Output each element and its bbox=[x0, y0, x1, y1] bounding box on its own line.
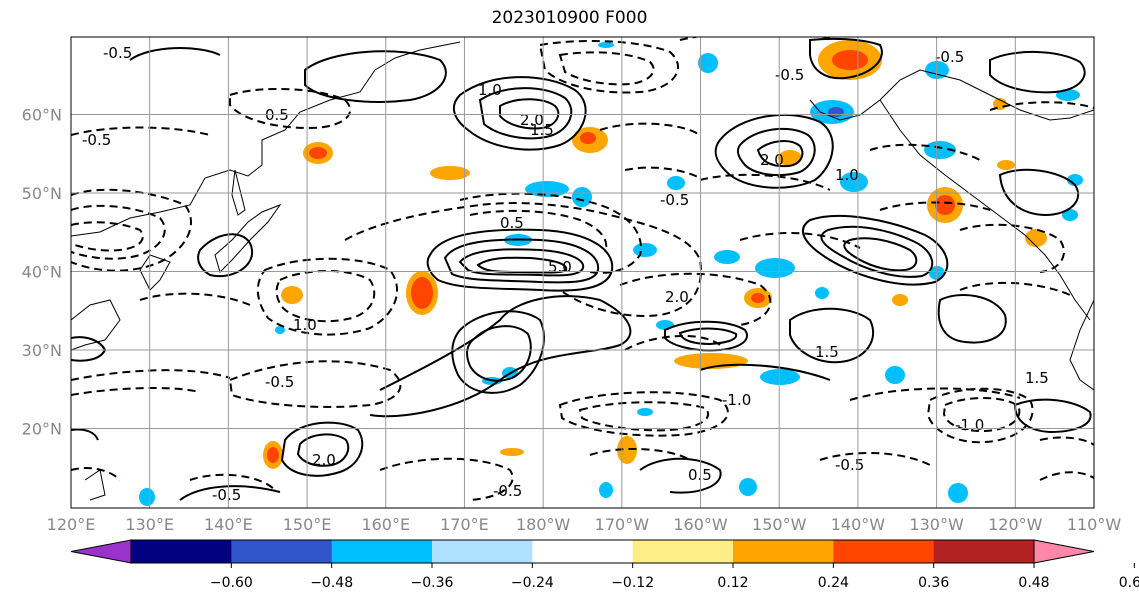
colorbar-tick-label: 0.48 bbox=[1018, 575, 1049, 591]
colorbar-segment bbox=[933, 540, 1035, 563]
longitude-tick-label: 140°E bbox=[204, 515, 253, 534]
contour-label: -0.5 bbox=[212, 486, 241, 504]
longitude-tick-label: 110°W bbox=[1067, 515, 1122, 534]
latitude-tick-label: 40°N bbox=[22, 263, 62, 282]
longitude-tick-label: 160°W bbox=[673, 515, 728, 534]
longitude-tick-labels: 120°E 130°E 140°E 150°E 160°E 170°E 180°W 170°W… bbox=[47, 515, 1122, 534]
colorbar-tick-label: 0.60 bbox=[1119, 575, 1139, 591]
colorbar-segment bbox=[532, 540, 634, 563]
colorbar-segment bbox=[331, 540, 433, 563]
longitude-tick-label: 170°E bbox=[440, 515, 489, 534]
map-title: 2023010900 F000 bbox=[491, 8, 648, 28]
colorbar bbox=[70, 539, 1095, 564]
longitude-tick-label: 150°E bbox=[283, 515, 332, 534]
latitude-tick-label: 30°N bbox=[22, 341, 62, 360]
colorbar-tick-label: 0.12 bbox=[717, 575, 748, 591]
map-frame bbox=[70, 36, 1095, 509]
colorbar-extend-low bbox=[70, 539, 132, 564]
longitude-tick-label: 180°W bbox=[516, 515, 571, 534]
colorbar-frame bbox=[130, 539, 1035, 564]
latitude-tick-label: 20°N bbox=[22, 420, 62, 439]
solid-contours bbox=[71, 37, 1092, 501]
contour-label: 1.0 bbox=[835, 166, 859, 184]
colorbar-tick-label: −0.12 bbox=[611, 575, 654, 591]
colorbar-extend-high bbox=[1033, 539, 1095, 564]
contour-label: -0.5 bbox=[775, 66, 804, 84]
contour-label: -0.5 bbox=[103, 44, 132, 62]
contour-label: 1.0 bbox=[478, 81, 502, 99]
colorbar-tick-label: −0.48 bbox=[310, 575, 353, 591]
map-area bbox=[71, 37, 1094, 508]
colorbar-segment bbox=[131, 540, 232, 563]
contour-label: 0.5 bbox=[688, 466, 712, 484]
colorbar-segment bbox=[833, 540, 935, 563]
longitude-tick-label: 130°E bbox=[125, 515, 174, 534]
contour-label: 0.5 bbox=[500, 214, 524, 232]
contour-label: -0.5 bbox=[935, 48, 964, 66]
colorbar-tick-label: −0.36 bbox=[411, 575, 454, 591]
latitude-tick-labels: 60°N 50°N 40°N 30°N 20°N bbox=[22, 106, 62, 439]
colorbar-segment bbox=[432, 540, 533, 563]
contour-label: 1.5 bbox=[530, 121, 554, 139]
longitude-tick-label: 150°W bbox=[752, 515, 807, 534]
contour-label: -0.5 bbox=[660, 191, 689, 209]
colorbar-tick-labels: −0.60 −0.48 −0.36 −0.24 −0.12 0.12 0.24 0.36 0.4… bbox=[210, 563, 1139, 591]
contour-label: -1.0 bbox=[955, 416, 984, 434]
contour-label: 2.0 bbox=[760, 151, 784, 169]
colorbar-segment bbox=[733, 540, 834, 563]
longitude-tick-label: 140°W bbox=[831, 515, 886, 534]
longitude-tick-label: 120°W bbox=[988, 515, 1043, 534]
contour-label: -0.5 bbox=[835, 456, 864, 474]
coastlines bbox=[71, 41, 1094, 501]
contour-label: 2.0 bbox=[665, 288, 689, 306]
colorbar-tick-label: 0.24 bbox=[818, 575, 849, 591]
colorbar-tick-label: −0.60 bbox=[210, 575, 253, 591]
latitude-tick-label: 60°N bbox=[22, 106, 62, 125]
contour-label: -0.5 bbox=[493, 482, 522, 500]
graticule bbox=[71, 37, 1094, 508]
contour-label: 1.0 bbox=[293, 316, 317, 334]
contour-label: 5.0 bbox=[548, 258, 572, 276]
contour-label: -1.0 bbox=[722, 391, 751, 409]
colorbar-segment bbox=[231, 540, 333, 563]
colorbar-segment bbox=[632, 540, 734, 563]
contour-label: 2.0 bbox=[520, 111, 544, 129]
contour-labels: -0.5 0.5 1.0 1.5 2.0 5.0 0.5 -0.5 2.0 1.… bbox=[82, 44, 1049, 504]
longitude-tick-label: 160°E bbox=[361, 515, 410, 534]
contour-label: -0.5 bbox=[82, 131, 111, 149]
contour-label: 1.5 bbox=[815, 343, 839, 361]
longitude-tick-label: 130°W bbox=[909, 515, 964, 534]
colorbar-tick-label: 0.36 bbox=[918, 575, 949, 591]
contour-label: 1.5 bbox=[1025, 369, 1049, 387]
longitude-tick-label: 120°E bbox=[47, 515, 96, 534]
contour-label: -0.5 bbox=[265, 373, 294, 391]
colorbar-tick-label: −0.24 bbox=[511, 575, 554, 591]
longitude-tick-label: 170°W bbox=[595, 515, 650, 534]
latitude-tick-label: 50°N bbox=[22, 184, 62, 203]
contour-label: 2.0 bbox=[312, 451, 336, 469]
